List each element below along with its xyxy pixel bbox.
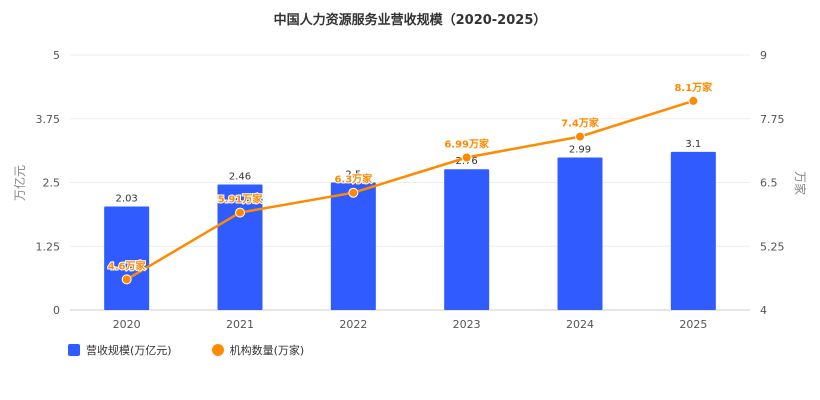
x-axis-ticks: 2020 2021 2022 2023 2024 2025: [113, 318, 708, 331]
line-point: [461, 152, 472, 163]
x-tick-label: 2025: [679, 318, 707, 331]
bar: [330, 182, 376, 310]
bar: [444, 169, 490, 310]
x-tick-label: 2023: [453, 318, 481, 331]
y-right-tick-label: 6.5: [760, 177, 778, 190]
bar-data-label: 3.1: [685, 139, 701, 150]
legend-item-revenue[interactable]: 营收规模(万亿元): [68, 342, 172, 358]
y-right-axis-label: 万家: [793, 171, 808, 195]
y-left-axis-label: 万亿元: [12, 165, 27, 201]
y-left-tick-label: 2.5: [43, 177, 61, 190]
bar-series: 2.032.462.52.762.993.1: [104, 139, 716, 310]
line-point: [235, 207, 245, 218]
line-point: [575, 131, 585, 142]
line-data-label: 5.91万家: [218, 193, 264, 206]
line-data-label: 6.3万家: [334, 173, 373, 186]
x-tick-label: 2021: [226, 318, 254, 331]
bar-data-label: 2.46: [229, 172, 251, 183]
x-tick-label: 2020: [113, 318, 141, 331]
y-right-tick-label: 7.75: [760, 113, 785, 126]
legend: 营收规模(万亿元) 机构数量(万家): [68, 342, 304, 358]
line-point: [688, 95, 699, 106]
line-point: [348, 187, 359, 198]
y-left-ticks: 0 1.25 2.5 3.75 5: [36, 49, 61, 317]
legend-label-institutions: 机构数量(万家): [229, 344, 305, 357]
y-left-tick-label: 0: [53, 304, 60, 317]
line-series: 4.6万家 5.91万家 6.3万家 6.99万家 7.4万家 8.1万家: [107, 80, 714, 285]
y-right-tick-label: 9: [760, 49, 767, 62]
x-tick-label: 2022: [339, 318, 367, 331]
bar: [104, 206, 150, 310]
grid-lines: [70, 54, 750, 311]
bar-data-label: 2.99: [569, 145, 591, 156]
y-right-tick-label: 5.25: [760, 240, 785, 253]
bar-data-label: 2.5: [345, 170, 361, 181]
bar: [217, 184, 263, 310]
y-left-tick-label: 3.75: [36, 113, 61, 126]
legend-label-revenue: 营收规模(万亿元): [86, 344, 172, 357]
line-data-label: 4.6万家: [108, 259, 147, 272]
y-left-tick-label: 1.25: [36, 240, 61, 253]
line-point: [121, 274, 132, 285]
line-data-label: 6.99万家: [444, 138, 490, 151]
legend-swatch-revenue: [68, 344, 80, 356]
y-left-tick-label: 5: [53, 49, 60, 62]
series-line: [126, 99, 694, 281]
y-right-tick-label: 4: [760, 304, 767, 317]
line-data-label: 7.4万家: [561, 117, 600, 130]
bar: [670, 151, 716, 310]
chart-title: 中国人力资源服务业营收规模（2020-2025）: [274, 12, 547, 28]
x-tick-label: 2024: [566, 318, 594, 331]
legend-item-institutions[interactable]: 机构数量(万家): [211, 342, 305, 358]
line-data-label: 8.1万家: [674, 81, 713, 94]
y-right-ticks: 4 5.25 6.5 7.75 9: [760, 49, 785, 317]
bar: [557, 157, 603, 310]
legend-swatch-institutions: [211, 344, 224, 356]
bar-data-label: 2.03: [116, 193, 138, 204]
